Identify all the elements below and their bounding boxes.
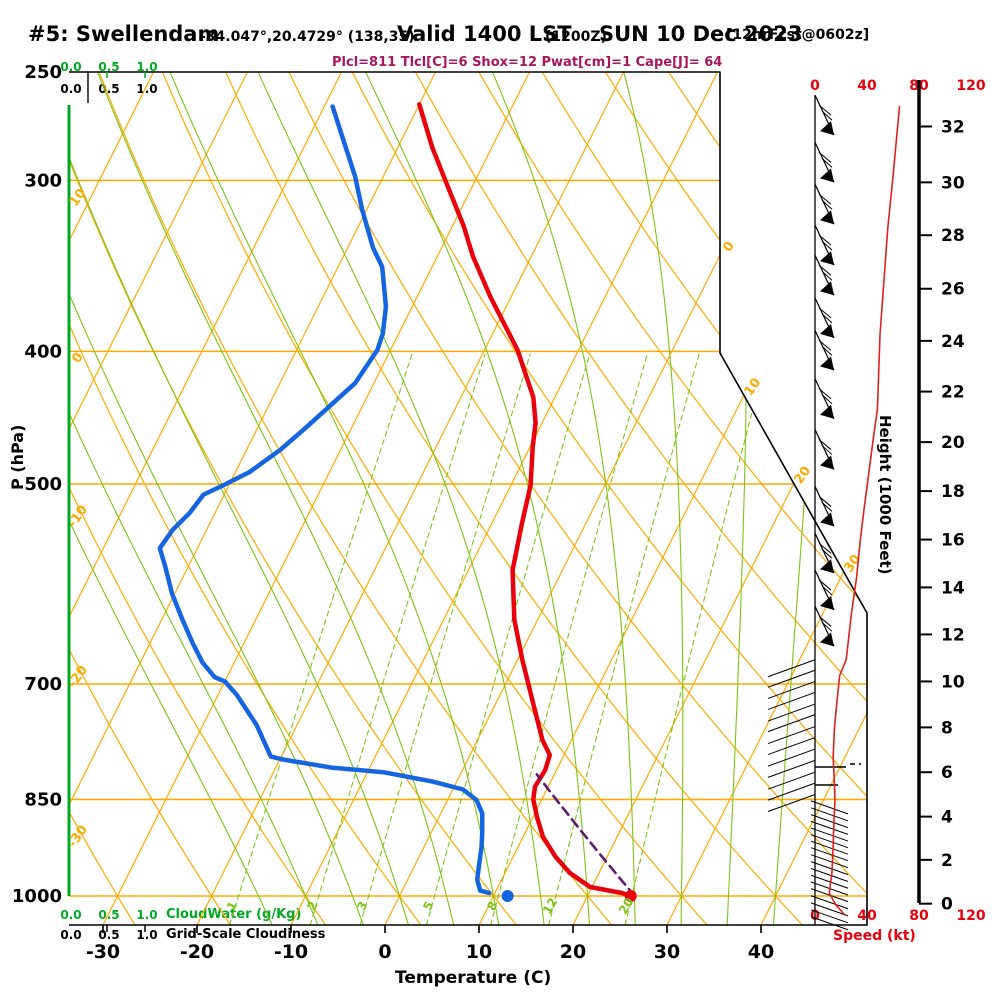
temperature-tick-label: -20	[180, 941, 214, 963]
speed-tick-top: 120	[956, 78, 985, 94]
mixing-ratio-label: 1	[224, 899, 240, 913]
pressure-tick-label: 850	[24, 789, 62, 810]
temperature-tick-label: 0	[378, 941, 391, 963]
temperature-tick-label: 10	[466, 941, 492, 963]
speed-tick-bottom: 120	[956, 908, 985, 924]
speed-tick-bottom: 80	[909, 908, 929, 924]
wind-panel: 0040408080120120024681012141618202224262…	[767, 78, 986, 931]
height-tick-label: 28	[941, 226, 965, 246]
cloudiness-scale-1-bottom: 1.0	[136, 928, 158, 942]
station-coordinates: -34.047°,20.4729° (138,35)	[200, 29, 415, 45]
cloudiness-scale-1-top: 1.0	[136, 82, 158, 96]
dry-adiabat-label: 0	[69, 350, 86, 366]
isotherm-label: 20	[792, 464, 815, 487]
speed-tick-top: 40	[857, 78, 877, 94]
height-tick-label: 20	[941, 433, 965, 453]
mixing-ratio-label: 2	[304, 899, 320, 913]
height-tick-label: 22	[941, 383, 965, 403]
surface-temperature-dot	[624, 889, 637, 902]
forecast-tag: [12hrFcst@0602z]	[726, 27, 870, 43]
temperature-curve	[417, 102, 633, 899]
wind-speed-curve	[828, 105, 901, 915]
height-tick-label: 10	[941, 672, 965, 692]
cloudwater-scale-05-bottom: 0.5	[98, 908, 120, 922]
pressure-tick-label: 300	[24, 170, 62, 191]
pressure-tick-label: 700	[24, 674, 62, 695]
height-tick-label: 14	[941, 578, 965, 598]
height-tick-label: 32	[941, 117, 965, 137]
height-tick-label: 8	[941, 718, 953, 738]
isotherm-label: 30	[841, 552, 864, 575]
cloudwater-scale-1-top: 1.0	[136, 60, 158, 74]
speed-tick-bottom: 40	[857, 908, 877, 924]
plot-grid	[69, 72, 867, 925]
cloudiness-scale-05-top: 0.5	[98, 82, 120, 96]
profile-curves	[157, 102, 637, 899]
isotherm-label: 0	[720, 239, 737, 255]
pressure-tick-label: 400	[24, 341, 62, 362]
valid-time: Valid 1400 LST	[397, 22, 572, 46]
cloudwater-scale-1-bottom: 1.0	[136, 908, 158, 922]
height-tick-label: 18	[941, 482, 965, 502]
height-tick-label: 2	[941, 851, 953, 871]
cloudwater-scale-0-bottom: 0.0	[60, 908, 82, 922]
valid-time-z: (1200Z)	[545, 29, 607, 45]
cloudwater-scale-0-top: 0.0	[60, 60, 82, 74]
valid-date: SUN 10 Dec 2023	[599, 22, 803, 46]
pressure-tick-label: 1000	[12, 886, 62, 907]
height-tick-label: 4	[941, 808, 953, 828]
height-tick-label: 6	[941, 763, 953, 783]
height-tick-label: 26	[941, 280, 965, 300]
cloudiness-scale-0-bottom: 0.0	[60, 928, 82, 942]
cloudwater-scale-05-top: 0.5	[98, 60, 120, 74]
height-tick-label: 12	[941, 625, 965, 645]
pressure-tick-label: 500	[24, 474, 62, 495]
temperature-tick-label: -10	[274, 941, 308, 963]
pressure-tick-label: 250	[24, 62, 62, 83]
temperature-axis-title: Temperature (C)	[395, 968, 552, 988]
cloudiness-axis-title: Grid-Scale Cloudiness	[166, 927, 326, 942]
speed-axis-title: Speed (kt)	[833, 928, 916, 944]
dewpoint-curve	[157, 104, 492, 896]
speed-tick-top: 0	[810, 78, 820, 94]
page-title-station: #5: Swellendam	[28, 22, 220, 46]
mixing-ratio-label: 5	[420, 899, 436, 913]
isotherm-label: 10	[742, 376, 765, 399]
parcel-trace	[535, 773, 637, 898]
temperature-tick-label: 40	[748, 941, 774, 963]
sounding-indices: Plcl=811 Tlcl[C]=6 Shox=12 Pwat[cm]=1 Ca…	[332, 55, 723, 70]
mixing-ratio-label: 3	[354, 899, 370, 913]
height-axis-title: Height (1000 Feet)	[876, 415, 894, 575]
height-tick-label: 30	[941, 173, 965, 193]
height-tick-label: 24	[941, 332, 965, 352]
height-tick-label: 16	[941, 531, 965, 551]
temperature-tick-label: -30	[86, 941, 120, 963]
cloudiness-scale-0-top: 0.0	[60, 82, 82, 96]
temperature-tick-label: 20	[560, 941, 586, 963]
height-tick-label: 0	[941, 895, 953, 915]
surface-dewpoint-dot	[501, 889, 514, 902]
temperature-tick-label: 30	[654, 941, 680, 963]
